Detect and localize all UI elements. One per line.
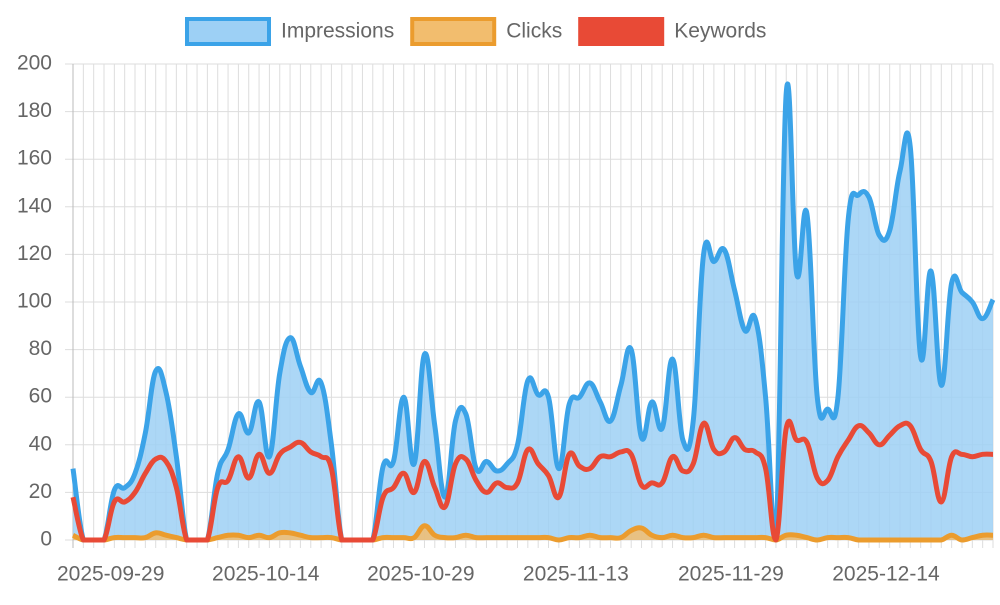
legend-label[interactable]: Keywords [674,20,766,43]
y-tick-label: 120 [17,242,52,265]
legend-swatch [185,17,271,46]
legend-label[interactable]: Clicks [506,20,562,43]
x-tick-label: 2025-10-29 [367,563,474,586]
y-tick-label: 80 [29,337,52,360]
x-tick-label: 2025-11-29 [678,563,784,586]
y-tick-label: 60 [29,385,52,408]
y-tick-label: 180 [17,99,52,122]
y-tick-label: 200 [17,52,52,75]
series-line [70,81,996,543]
x-tick-label: 2025-11-13 [523,563,629,586]
x-tick-label: 2025-12-14 [832,563,940,586]
legend-swatch [410,17,497,46]
legend-label[interactable]: Impressions [281,20,394,43]
y-tick-label: 20 [29,480,52,503]
series-line [70,418,994,543]
y-tick-label: 140 [17,194,52,217]
series-line [71,523,994,543]
y-tick-label: 40 [29,432,52,455]
x-tick-label: 2025-09-29 [57,563,164,586]
legend-swatch [578,17,665,46]
series-area [73,83,993,540]
y-tick-label: 160 [17,147,52,170]
x-tick-label: 2025-10-14 [212,563,320,586]
y-tick-label: 100 [17,290,52,313]
y-tick-label: 0 [40,528,52,551]
